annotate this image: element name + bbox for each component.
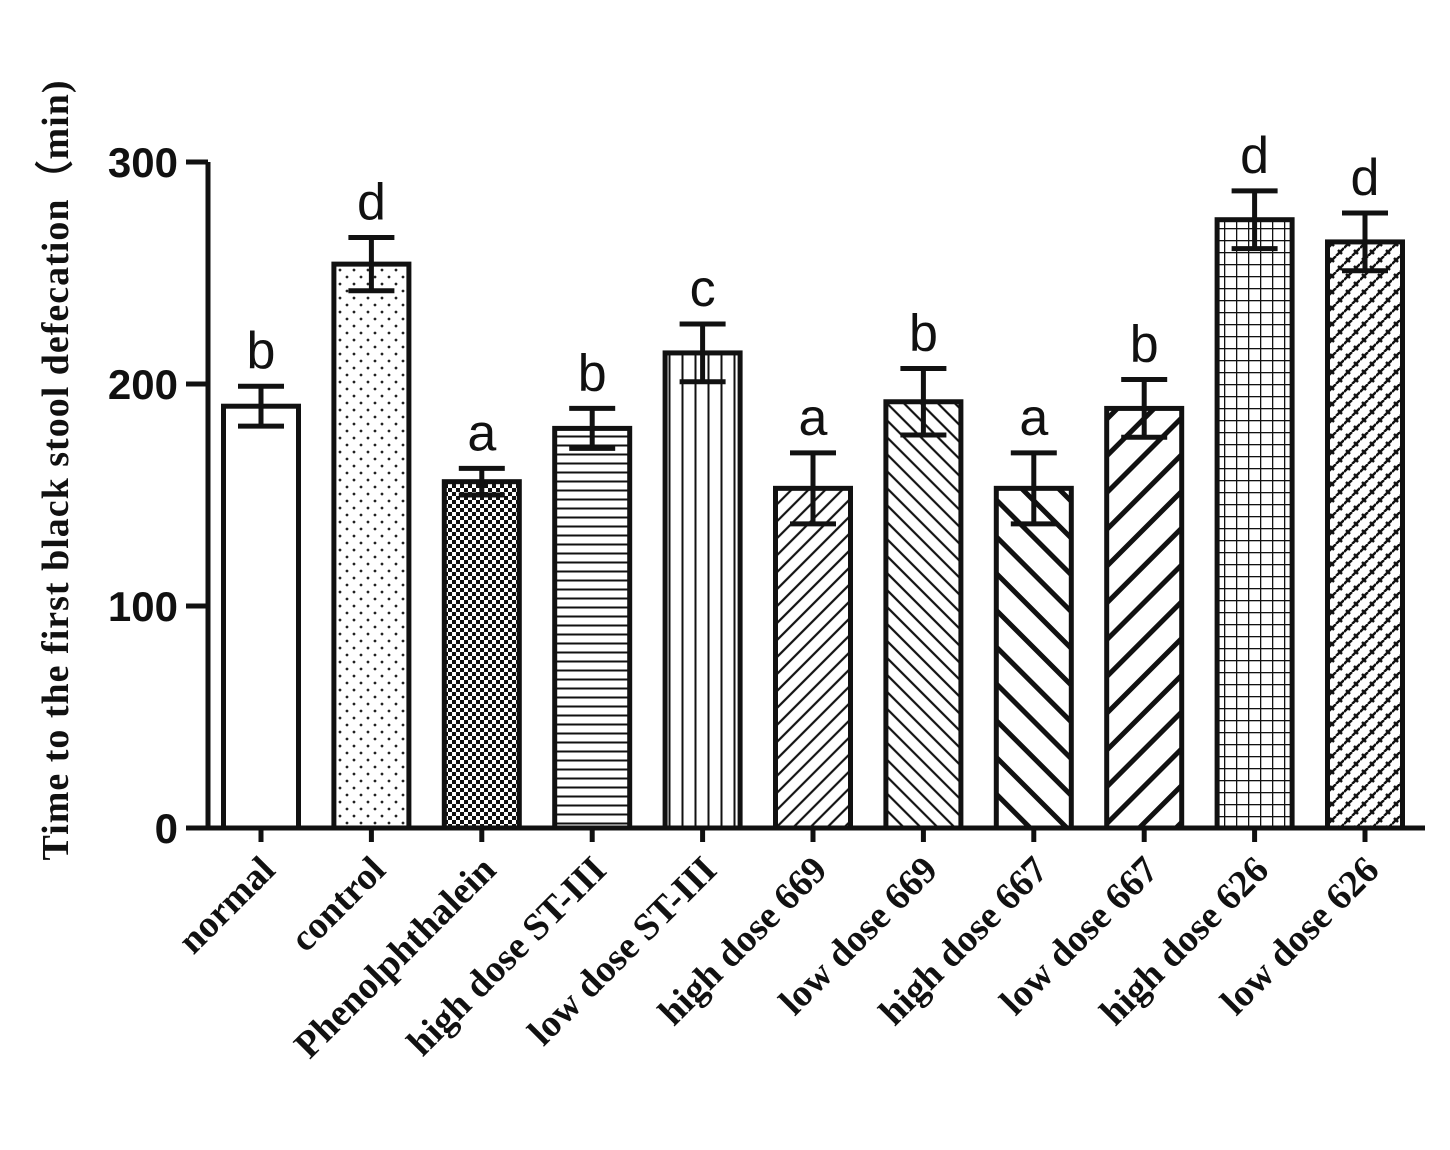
x-tick-label-2: Phenolphthalein <box>286 849 504 1067</box>
bar-4 <box>662 350 743 831</box>
bar-7 <box>993 485 1074 831</box>
bar-2 <box>441 479 522 831</box>
significance-label-7: a <box>1019 389 1048 447</box>
y-tick-label-1: 100 <box>108 583 178 630</box>
bar-8 <box>1104 405 1185 831</box>
x-tick-label-4: low dose ST-III <box>520 849 725 1054</box>
bar-3 <box>552 425 633 831</box>
significance-label-0: b <box>247 322 276 380</box>
error-bar-4 <box>679 321 726 385</box>
y-tick-label-0: 0 <box>155 805 178 852</box>
error-bar-3 <box>569 405 616 451</box>
significance-label-1: d <box>357 173 386 231</box>
significance-label-2: a <box>467 404 496 462</box>
bar-6 <box>883 399 964 831</box>
bar-0 <box>221 403 301 831</box>
significance-label-4: c <box>690 260 716 318</box>
significance-label-3: b <box>578 344 607 402</box>
y-axis-label: Time to the first black stool defecation… <box>35 80 77 861</box>
y-tick-label-3: 300 <box>108 139 178 186</box>
bar-5 <box>773 485 853 831</box>
error-bar-9 <box>1231 188 1278 252</box>
significance-label-6: b <box>909 304 938 362</box>
error-bar-6 <box>900 365 947 438</box>
y-tick-label-2: 200 <box>108 361 178 408</box>
significance-label-9: d <box>1240 127 1269 185</box>
error-bar-8 <box>1121 377 1168 440</box>
x-tick-label-3: high dose ST-III <box>399 849 614 1064</box>
x-tick-label-0: normal <box>170 849 283 962</box>
significance-label-8: b <box>1130 316 1159 374</box>
error-bar-2 <box>458 465 505 498</box>
bars-layer: b d a b c a b a b d d <box>221 127 1405 831</box>
error-bar-10 <box>1342 210 1388 274</box>
error-bar-7 <box>1010 450 1057 527</box>
x-tick-label-1: control <box>282 849 393 960</box>
significance-label-5: a <box>799 389 828 447</box>
significance-label-10: d <box>1351 149 1380 207</box>
bar-9 <box>1214 217 1295 831</box>
error-bar-5 <box>790 450 836 527</box>
bar-10 <box>1325 239 1405 831</box>
error-bar-1 <box>348 234 395 294</box>
error-bar-0 <box>238 383 284 429</box>
bar-1 <box>331 261 412 831</box>
